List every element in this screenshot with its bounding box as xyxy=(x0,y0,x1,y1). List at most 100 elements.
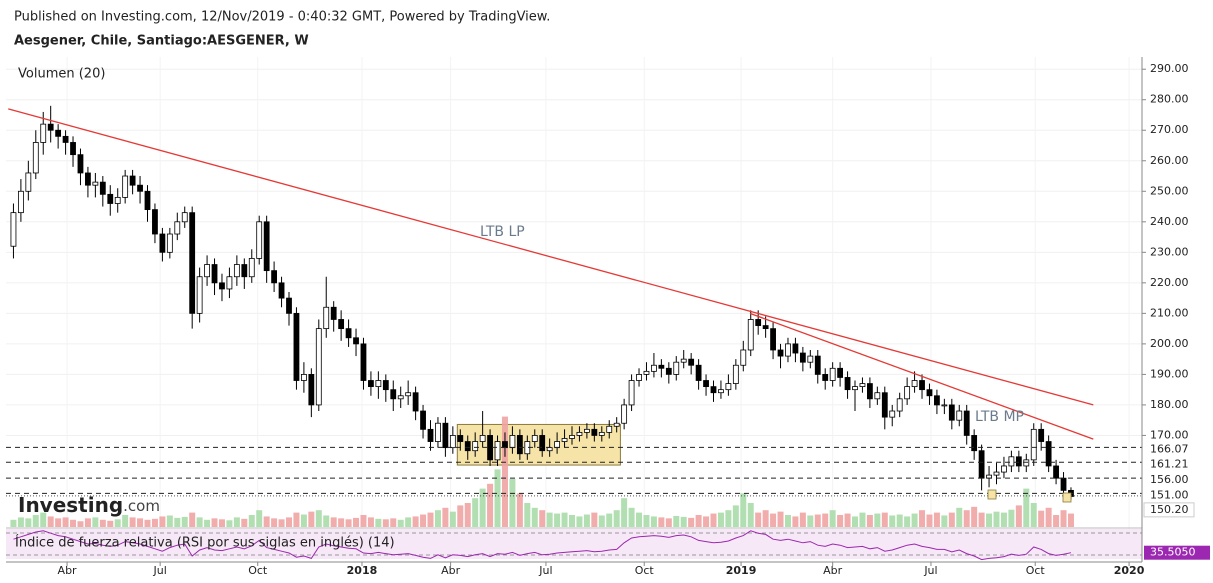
candle-body xyxy=(32,142,39,174)
y-tick-label: 210.00 xyxy=(1150,306,1189,319)
volume-bar xyxy=(263,516,270,527)
volume-bar xyxy=(606,513,613,527)
volume-bar xyxy=(837,515,844,527)
candle-body xyxy=(1015,456,1022,467)
candle-body xyxy=(874,392,881,400)
volume-bar xyxy=(971,506,978,527)
candle-body xyxy=(762,325,769,330)
candle-body xyxy=(435,422,441,442)
volume-bar xyxy=(442,507,449,527)
candle-body xyxy=(934,395,940,406)
candle-body xyxy=(807,355,814,363)
candle-body xyxy=(442,422,449,449)
volume-bar xyxy=(397,519,404,527)
x-tick-label: 2020 xyxy=(1114,564,1145,577)
candle-body xyxy=(829,367,836,381)
candle-body xyxy=(919,380,925,391)
candle-body xyxy=(837,367,844,378)
volume-bar xyxy=(271,518,278,527)
candle-body xyxy=(92,181,99,186)
level-label: 151.00 xyxy=(1150,488,1189,501)
volume-bar xyxy=(963,510,970,527)
candle-body xyxy=(174,221,181,235)
candle-body xyxy=(85,172,91,186)
candle-body xyxy=(747,319,754,351)
candle-body xyxy=(956,410,963,421)
candle-body xyxy=(1008,456,1015,467)
volume-bar xyxy=(799,512,806,527)
volume-bar xyxy=(457,505,464,527)
candle-body xyxy=(502,441,508,449)
candle-body xyxy=(665,367,672,375)
volume-bar xyxy=(84,518,91,527)
volume-bar xyxy=(427,512,434,527)
volume-bar xyxy=(866,515,873,527)
volume-bar xyxy=(941,515,948,527)
candle-body xyxy=(569,435,575,439)
volume-bar xyxy=(926,514,933,527)
volume-bar xyxy=(122,515,129,527)
candle-body xyxy=(286,297,292,314)
volume-bar xyxy=(226,520,233,527)
candle-body xyxy=(360,343,367,381)
x-tick-label: 2018 xyxy=(347,564,378,577)
volume-bar xyxy=(166,515,173,527)
volume-bar xyxy=(360,515,367,527)
candle-body xyxy=(226,276,233,290)
volume-bar xyxy=(956,507,963,527)
candle-body xyxy=(680,358,687,363)
candle-body xyxy=(539,435,546,452)
volume-bar xyxy=(487,483,494,527)
volume-bar xyxy=(747,503,754,527)
volume-bar xyxy=(569,515,575,527)
y-tick-label: 260.00 xyxy=(1150,154,1189,167)
candle-body xyxy=(695,364,702,381)
y-tick-label: 280.00 xyxy=(1150,93,1189,106)
chart-title: Aesgener, Chile, Santiago:AESGENER, W xyxy=(14,34,309,49)
x-tick-label: Jul xyxy=(153,564,167,577)
volume-bar xyxy=(516,493,523,527)
volume-bar xyxy=(777,511,784,527)
volume-bar xyxy=(286,517,292,527)
candle-body xyxy=(993,471,1000,476)
volume-bar xyxy=(576,516,583,527)
marker-box xyxy=(1062,492,1072,503)
volume-bar xyxy=(725,510,732,527)
volume-bar xyxy=(911,513,918,527)
candle-body xyxy=(792,343,799,354)
logo: Investing.com xyxy=(18,493,160,517)
volume-bar xyxy=(144,519,151,527)
volume-bar xyxy=(25,518,32,527)
candle-body xyxy=(166,233,173,253)
candle-body xyxy=(606,425,613,433)
volume-bar xyxy=(978,512,985,527)
volume-bar xyxy=(330,517,337,527)
volume-bar xyxy=(345,519,352,527)
volume-bar xyxy=(993,511,1000,527)
candle-body xyxy=(241,264,248,278)
candle-body xyxy=(1001,465,1007,473)
y-tick-label: 190.00 xyxy=(1150,367,1189,380)
candle-body xyxy=(963,410,970,436)
candle-body xyxy=(70,142,76,156)
volume-bar xyxy=(196,517,203,527)
volume-bar xyxy=(904,516,911,527)
volume-bar xyxy=(218,519,225,527)
x-tick-label: Abr xyxy=(58,564,78,577)
candle-body xyxy=(308,374,315,406)
candle-body xyxy=(598,431,605,436)
candle-body xyxy=(509,435,516,449)
candle-body xyxy=(293,312,300,381)
candle-body xyxy=(978,450,985,479)
volume-bar xyxy=(665,518,672,527)
volume-bar xyxy=(546,512,553,527)
candle-body xyxy=(107,193,114,204)
candle-body xyxy=(621,404,628,424)
volume-bar xyxy=(814,514,821,527)
candle-body xyxy=(181,212,188,223)
published-note: Published on Investing.com, 12/Nov/2019 … xyxy=(14,10,550,25)
level-label: 166.07 xyxy=(1150,442,1189,455)
volume-bar xyxy=(107,520,114,527)
candle-body xyxy=(189,212,196,314)
volume-bar xyxy=(32,515,39,527)
